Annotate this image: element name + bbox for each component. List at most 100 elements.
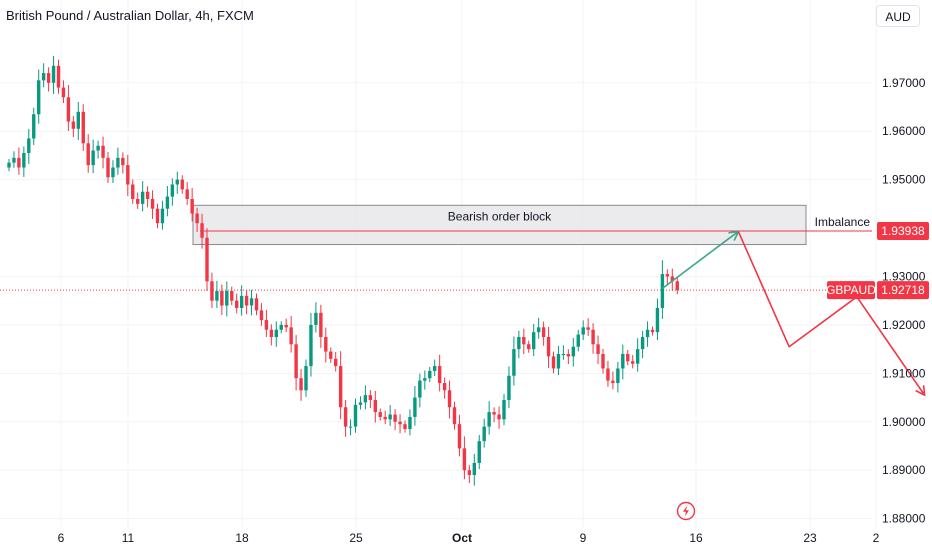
candle [145, 186, 150, 208]
candle [239, 285, 244, 316]
candle [210, 272, 214, 308]
candle [259, 303, 264, 326]
candle [551, 351, 556, 374]
date-tick-label: 25 [349, 531, 363, 545]
candle [91, 139, 95, 174]
candle [254, 293, 259, 316]
candle [527, 340, 531, 353]
order-block-rect [192, 204, 807, 246]
candle [140, 181, 145, 212]
price-tick-label: 1.89000 [882, 463, 926, 477]
candle [329, 347, 333, 363]
candle [433, 359, 437, 377]
price-tick-label: 1.91000 [882, 366, 926, 380]
candle [294, 334, 298, 391]
candle [324, 327, 328, 363]
candle [576, 329, 580, 352]
price-axis: 1.97000 1.96000 1.95000 1.93000 1.92000 1.910… [882, 76, 926, 526]
candle [497, 406, 501, 429]
candle [185, 182, 189, 205]
candle [101, 136, 105, 169]
date-tick-label: 2 [873, 531, 880, 545]
candle [41, 63, 46, 88]
candle [413, 385, 417, 426]
candle [611, 371, 615, 390]
candle [650, 326, 655, 336]
candle [423, 370, 427, 390]
candle [447, 380, 452, 419]
candle [61, 80, 66, 104]
candle [442, 377, 447, 399]
candle [492, 407, 496, 423]
candle [626, 349, 630, 366]
lightning-icon[interactable] [676, 501, 696, 521]
candle [190, 188, 194, 222]
candle [150, 190, 155, 219]
candle [462, 436, 467, 480]
candle [645, 321, 650, 347]
candle [403, 420, 407, 433]
candle [621, 344, 625, 380]
candle [675, 277, 679, 295]
candle [205, 228, 209, 291]
candle [106, 152, 110, 184]
last-price-value: 1.92718 [881, 283, 925, 297]
candle [606, 360, 610, 387]
candle [81, 104, 85, 151]
candle [378, 408, 382, 421]
candle [457, 414, 462, 457]
candle [388, 405, 392, 426]
currency-button[interactable]: AUD [876, 5, 920, 27]
date-tick-label: Oct [452, 531, 472, 545]
candle [467, 465, 472, 484]
candle [393, 409, 397, 431]
candle [155, 203, 160, 229]
candle [225, 281, 229, 317]
candle [289, 316, 293, 353]
candle [175, 171, 179, 194]
candle [76, 102, 80, 141]
projection-arrows [661, 230, 926, 397]
candle [601, 348, 605, 374]
candle [27, 129, 31, 164]
candle [631, 355, 635, 369]
candle [383, 410, 387, 425]
candle [487, 401, 491, 435]
symbol-tag-label: GBPAUD [826, 283, 876, 297]
candle [279, 321, 283, 334]
order-block-label: Bearish order block [448, 209, 552, 223]
candle [71, 116, 76, 138]
candle [86, 134, 90, 173]
candle [126, 154, 130, 197]
candle [284, 318, 288, 333]
candle [334, 351, 338, 372]
price-tick-label: 1.90000 [882, 415, 926, 429]
candle [398, 414, 402, 434]
candle [502, 394, 506, 426]
candle [596, 335, 600, 365]
bullish-projection-arrow [661, 230, 739, 290]
candles [7, 56, 679, 486]
candle [353, 398, 358, 433]
price-tick-label: 1.96000 [882, 124, 926, 138]
price-tick-label: 1.95000 [882, 173, 926, 187]
candle [586, 318, 590, 336]
level-lines [0, 230, 872, 291]
candle [368, 390, 373, 408]
candle [7, 159, 11, 172]
candle [635, 338, 640, 372]
candle [299, 369, 303, 401]
date-tick-label: 6 [58, 531, 65, 545]
bearish-projection-arrow [737, 231, 926, 396]
last-price-tag: 1.92718 [877, 281, 929, 300]
candle [561, 345, 566, 360]
candle [22, 146, 26, 177]
candle [66, 84, 71, 131]
candle [51, 56, 56, 95]
candle [343, 399, 348, 437]
candle [428, 366, 432, 383]
candle [541, 321, 546, 346]
candle [358, 396, 363, 410]
candle [665, 269, 670, 285]
